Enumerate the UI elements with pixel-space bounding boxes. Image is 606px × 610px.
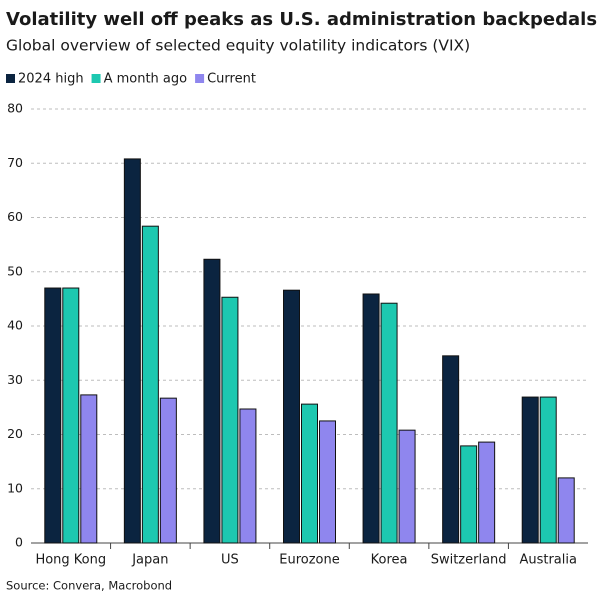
legend-swatch <box>195 74 205 83</box>
legend-swatch <box>91 74 101 83</box>
x-tick-label: Hong Kong <box>35 553 106 568</box>
legend-swatch <box>6 74 15 83</box>
bar <box>141 225 159 544</box>
bar <box>442 355 460 544</box>
y-tick-label: 0 <box>15 535 23 550</box>
bar <box>80 394 98 544</box>
y-tick-label: 80 <box>7 101 23 116</box>
bar <box>539 396 557 544</box>
bar <box>159 397 177 544</box>
bar <box>380 302 398 544</box>
y-tick-label: 60 <box>7 209 23 224</box>
bar <box>283 289 300 544</box>
bar <box>460 445 478 544</box>
bar <box>478 441 496 544</box>
legend-label: Current <box>207 72 256 87</box>
bar <box>362 293 380 544</box>
y-tick-label: 50 <box>7 263 23 278</box>
bar <box>557 477 575 544</box>
y-tick-label: 20 <box>7 426 23 441</box>
x-tick-label: Eurozone <box>279 553 339 568</box>
legend-label: 2024 high <box>18 72 84 87</box>
bar <box>44 287 62 544</box>
bar <box>203 258 221 544</box>
y-tick-label: 70 <box>7 155 23 170</box>
bar <box>239 408 257 544</box>
x-tick-label: Japan <box>131 553 168 568</box>
x-tick-label: Australia <box>519 553 577 568</box>
bar <box>521 396 539 544</box>
bar <box>123 158 141 544</box>
source: Source: Convera, Macrobond <box>6 579 172 593</box>
chart-subtitle: Global overview of selected equity volat… <box>6 37 470 55</box>
bar <box>319 420 336 544</box>
chart-title: Volatility well off peaks as U.S. admini… <box>6 9 597 30</box>
x-tick-label: US <box>221 553 239 568</box>
bar <box>221 296 239 544</box>
x-tick-label: Switzerland <box>431 553 507 568</box>
bar <box>301 403 318 544</box>
y-tick-label: 30 <box>7 372 23 387</box>
y-tick-label: 10 <box>7 480 23 495</box>
y-tick-label: 40 <box>7 318 23 333</box>
legend-label: A month ago <box>104 72 188 87</box>
bar <box>398 429 416 544</box>
bar <box>62 287 80 544</box>
x-tick-label: Korea <box>371 553 408 568</box>
